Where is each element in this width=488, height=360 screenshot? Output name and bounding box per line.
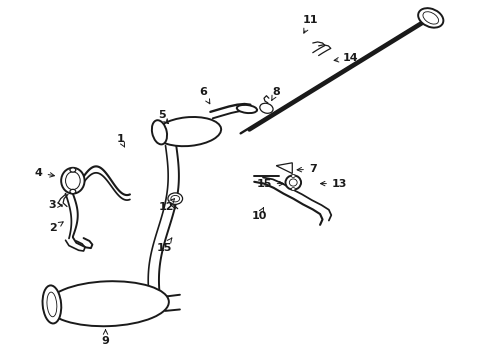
- Ellipse shape: [285, 175, 301, 190]
- Ellipse shape: [167, 193, 182, 204]
- Ellipse shape: [289, 179, 297, 186]
- Text: 11: 11: [302, 15, 317, 33]
- Ellipse shape: [47, 292, 57, 317]
- Text: 3: 3: [48, 200, 62, 210]
- Text: 15: 15: [256, 179, 283, 189]
- Ellipse shape: [236, 105, 257, 113]
- Ellipse shape: [70, 168, 76, 172]
- Text: 12: 12: [159, 199, 174, 212]
- Polygon shape: [276, 163, 292, 174]
- Text: 8: 8: [271, 87, 280, 100]
- Text: 5: 5: [158, 111, 168, 123]
- Ellipse shape: [422, 12, 438, 24]
- Ellipse shape: [65, 172, 80, 190]
- Text: 4: 4: [35, 168, 54, 178]
- Ellipse shape: [291, 188, 295, 190]
- Ellipse shape: [291, 175, 295, 177]
- Text: 7: 7: [297, 164, 316, 174]
- Text: 13: 13: [320, 179, 346, 189]
- Text: 15: 15: [156, 238, 171, 253]
- Ellipse shape: [47, 281, 168, 326]
- Ellipse shape: [170, 195, 179, 202]
- Ellipse shape: [152, 120, 167, 144]
- Ellipse shape: [155, 117, 221, 146]
- Text: 9: 9: [102, 330, 109, 346]
- Ellipse shape: [417, 8, 443, 28]
- Text: 10: 10: [251, 208, 266, 221]
- Text: 2: 2: [49, 222, 63, 233]
- Text: 1: 1: [116, 134, 124, 147]
- Ellipse shape: [259, 103, 272, 113]
- Ellipse shape: [61, 168, 84, 194]
- Ellipse shape: [70, 189, 76, 194]
- Text: 6: 6: [199, 87, 209, 104]
- Text: 14: 14: [333, 53, 358, 63]
- Ellipse shape: [42, 285, 61, 324]
